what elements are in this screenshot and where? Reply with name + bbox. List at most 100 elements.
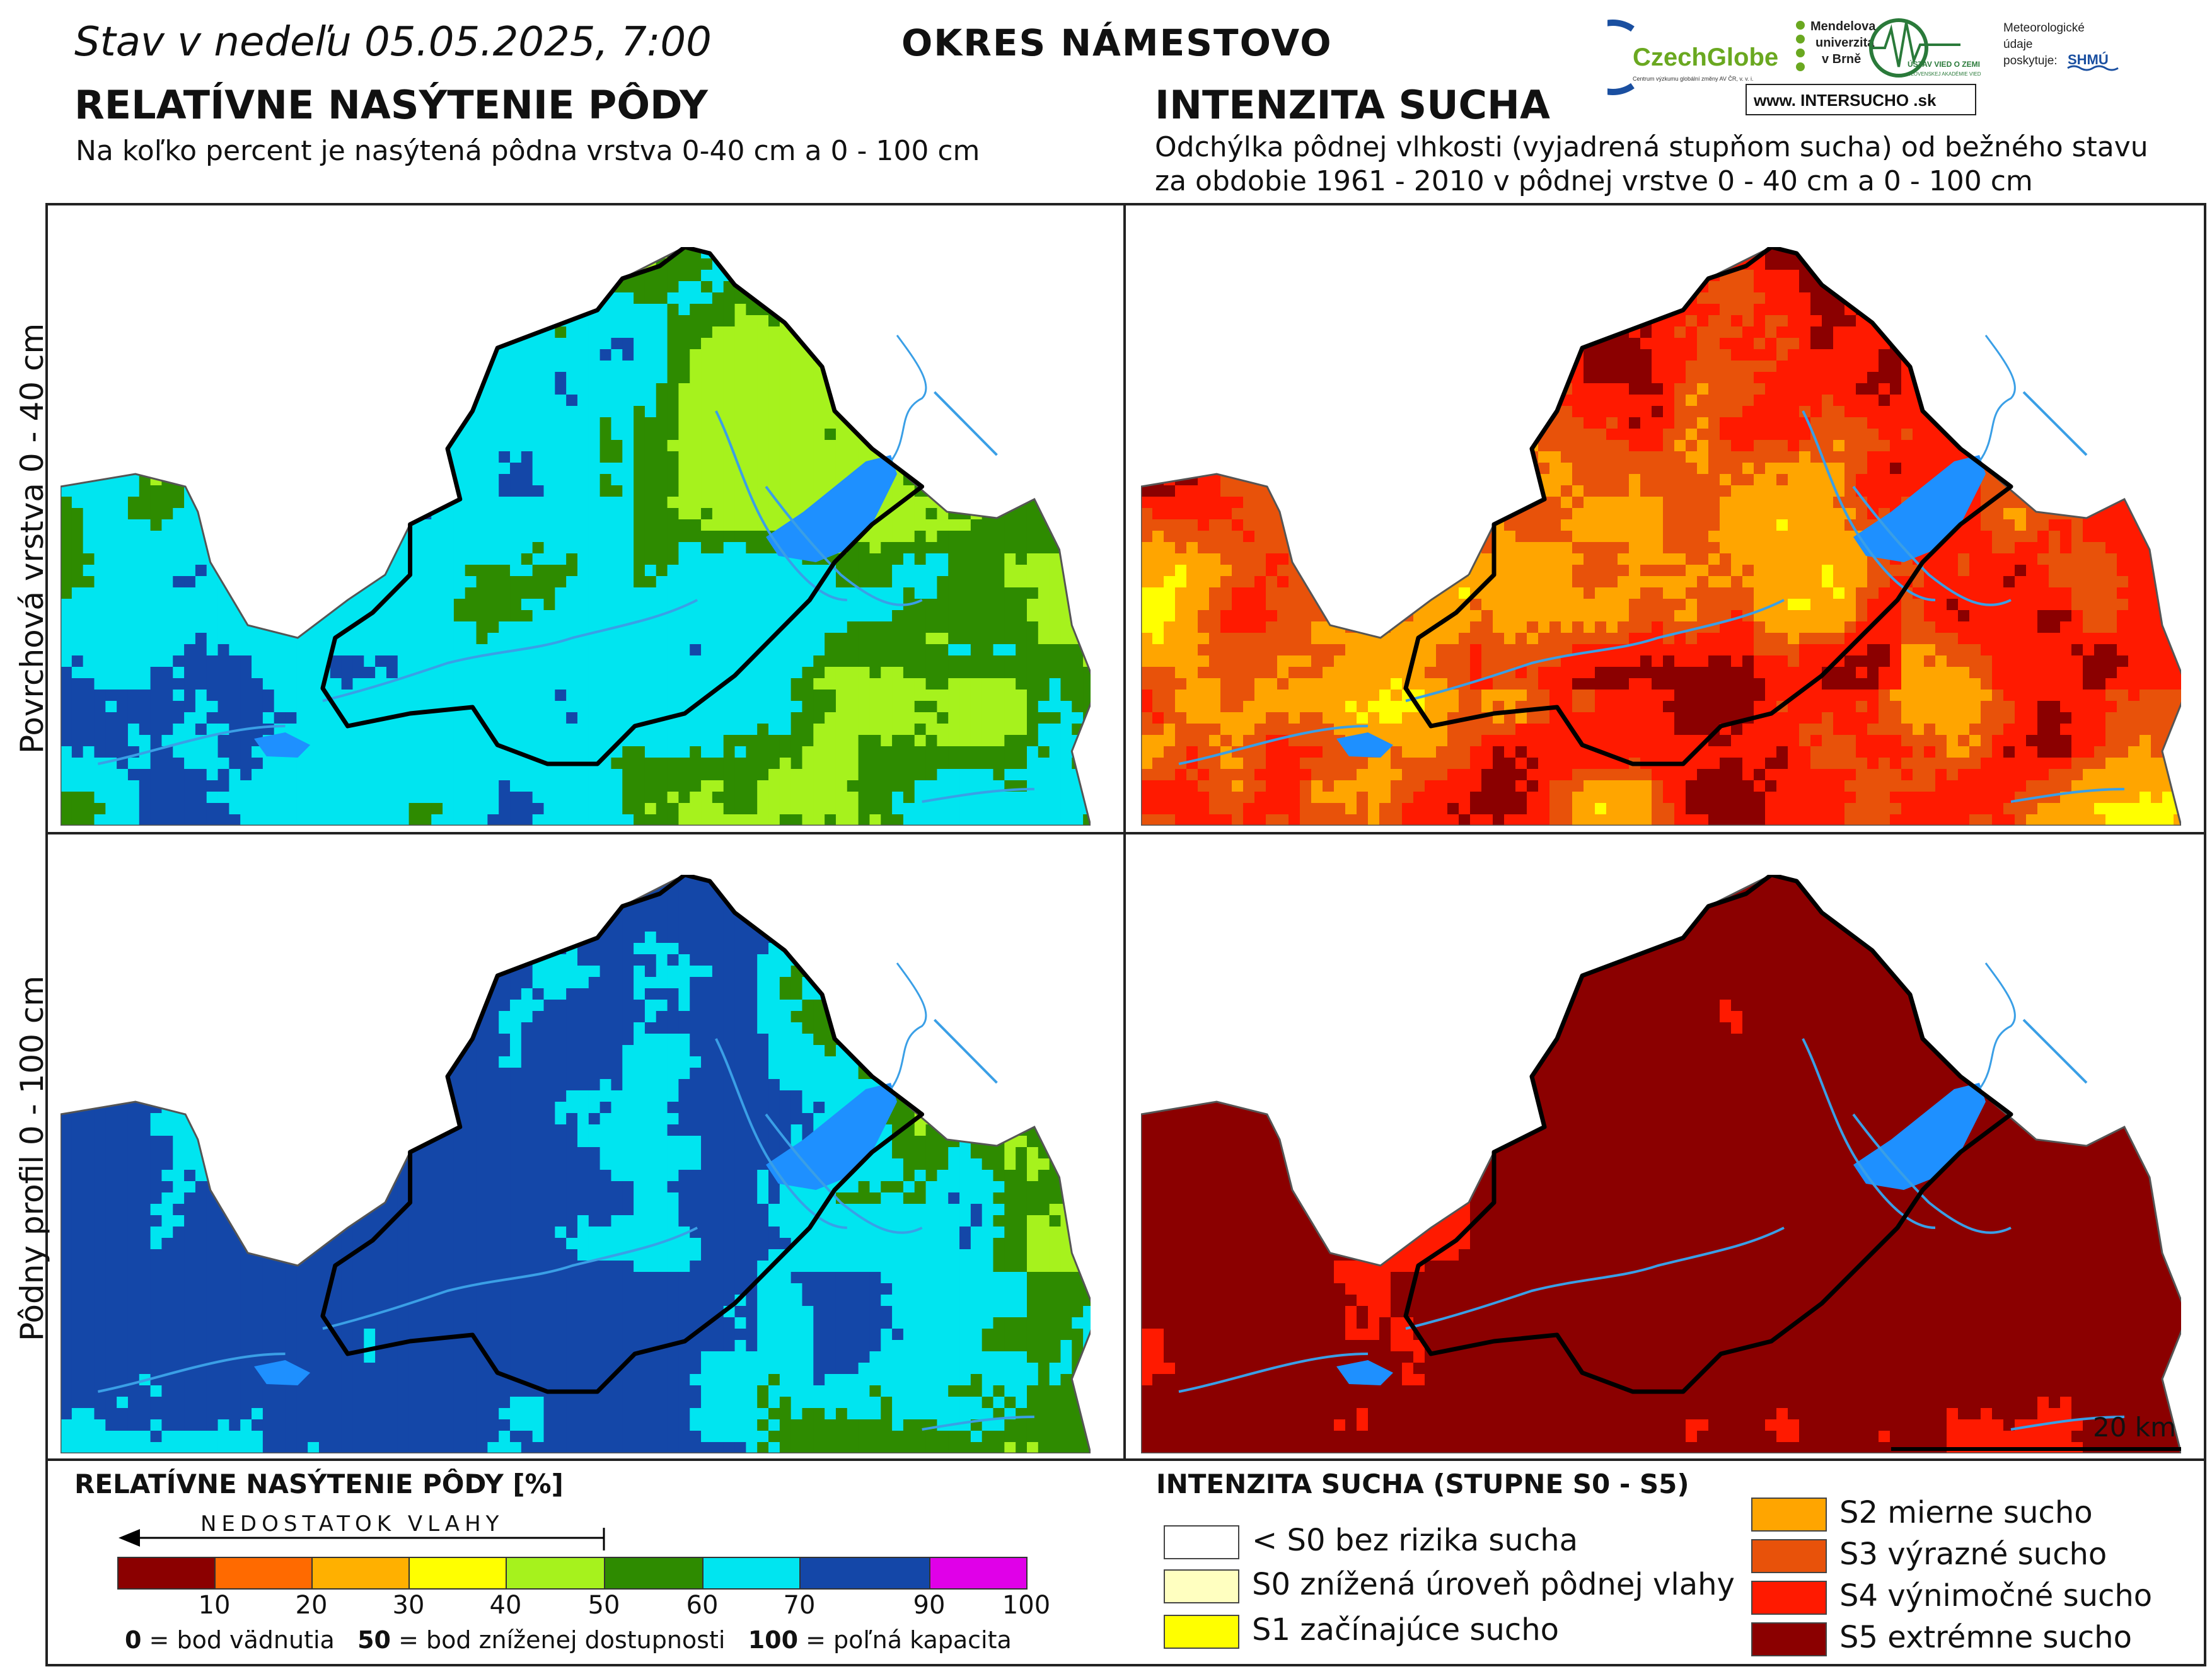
czechglobe-text: CzechGlobe: [1633, 43, 1778, 71]
meteo-provider-logo: Meteorologické údaje poskytuje: SHMÚ: [2003, 21, 2119, 71]
drought-class-swatch: [1164, 1569, 1239, 1603]
map-svg: [1141, 875, 2181, 1453]
river: [2022, 391, 2088, 456]
river: [1802, 1038, 1936, 1229]
river: [1978, 962, 2016, 1090]
svg-text:ÚSTAV VIED O ZEMI: ÚSTAV VIED O ZEMI: [1908, 59, 1980, 69]
district-boundary: [1403, 247, 2013, 766]
drought-legend-title: INTENZITA SUCHA (STUPNE S0 - S5): [1156, 1469, 1689, 1499]
map-panel-frame: [45, 203, 2206, 1666]
drought-class-swatch: [1751, 1622, 1827, 1656]
ustav-vied-o-zemi-logo: ÚSTAV VIED O ZEMI SLOVENSKEJ AKADÉMIE VI…: [1869, 18, 1981, 78]
colorbar-segment: [506, 1557, 605, 1590]
river: [1405, 1227, 1785, 1330]
svg-text:poskytuje:: poskytuje:: [2003, 54, 2058, 67]
river: [98, 725, 286, 765]
deficit-arrow-label: NEDOSTATOK VLAHY: [200, 1511, 504, 1537]
small-reservoir: [1336, 1360, 1393, 1385]
river: [715, 1038, 847, 1229]
colorbar-tick-label: 20: [295, 1591, 328, 1620]
colorbar-segment: [799, 1557, 930, 1590]
river: [1852, 1113, 2012, 1234]
river: [934, 391, 998, 456]
small-reservoir: [1336, 732, 1393, 758]
saturation-section-subtitle: Na koľko percent je nasýtená pôdna vrstv…: [76, 135, 980, 167]
colorbar-tick-label: 70: [783, 1591, 816, 1620]
deficit-arrow: [119, 1528, 605, 1550]
saturation-footnote: 0 = bod vädnutia 50 = bod zníženej dostu…: [125, 1626, 1012, 1654]
reservoir: [766, 455, 898, 562]
raster-cells: [1141, 875, 2181, 1453]
river: [922, 788, 1034, 803]
district-boundary: [320, 247, 925, 766]
state-border: [61, 875, 1091, 1453]
saturation-section-title: RELATÍVNE NASÝTENIE PÔDY: [74, 82, 708, 128]
row-label-topsoil: Povrchová vrstva 0 - 40 cm: [14, 323, 50, 754]
state-border: [1141, 875, 2181, 1453]
scale-bar-label: 20 km: [2093, 1412, 2177, 1443]
reservoir: [766, 1083, 898, 1190]
river: [1802, 410, 1936, 601]
drought-section-subtitle-2: za obdobie 1961 - 2010 v pôdnej vrstve 0…: [1155, 165, 2033, 197]
small-reservoir: [253, 1360, 311, 1385]
svg-text:SLOVENSKEJ AKADÉMIE VIED: SLOVENSKEJ AKADÉMIE VIED: [1908, 71, 1981, 77]
drought-class-swatch: [1751, 1581, 1827, 1615]
river: [322, 599, 698, 702]
drought-section-title: INTENZITA SUCHA: [1155, 82, 1550, 128]
colorbar-segment: [702, 1557, 801, 1590]
raster-cells: [61, 875, 1091, 1453]
district-boundary: [320, 875, 925, 1394]
river: [322, 1227, 698, 1330]
river: [934, 1019, 998, 1084]
colorbar-tick-label: 50: [588, 1591, 620, 1620]
colorbar-segment: [929, 1557, 1028, 1590]
partner-logos: CzechGlobe Centrum výzkumu globální změn…: [1575, 10, 2200, 117]
panel-divider-vertical: [1123, 203, 1126, 1458]
river: [1405, 599, 1785, 702]
drought-class-swatch: [1751, 1498, 1827, 1532]
map-svg: [61, 875, 1091, 1453]
river: [765, 1113, 923, 1234]
drought-class-label: S5 extrémne sucho: [1839, 1620, 2132, 1655]
drought-class-swatch: [1164, 1525, 1239, 1559]
svg-text:www. INTERSUCHO .sk: www. INTERSUCHO .sk: [1753, 91, 1937, 110]
drought-class-label: S4 výnimočné sucho: [1839, 1578, 2153, 1613]
river: [2022, 1019, 2088, 1084]
colorbar-segment: [408, 1557, 507, 1590]
drought-class-label: S3 výrazné sucho: [1839, 1537, 2107, 1572]
drought-class-label: S1 začínajúce sucho: [1252, 1612, 1559, 1648]
river: [889, 335, 927, 462]
colorbar-segment: [604, 1557, 704, 1590]
district-boundary: [1403, 875, 2013, 1394]
colorbar-tick-label: 90: [913, 1591, 946, 1620]
shmu-logo-text: SHMÚ: [2068, 52, 2109, 67]
raster-cells: [1141, 247, 2181, 826]
district-title: OKRES NÁMESTOVO: [901, 21, 1333, 64]
czechglobe-subtext: Centrum výzkumu globální změny AV ČR, v.…: [1633, 76, 1754, 82]
river: [2010, 788, 2125, 803]
drought-class-swatch: [1164, 1615, 1239, 1649]
map-svg: [1141, 247, 2181, 826]
svg-text:údaje: údaje: [2003, 38, 2033, 51]
saturation-legend-title: RELATÍVNE NASÝTENIE PÔDY [%]: [74, 1469, 564, 1499]
colorbar-tick-label: 40: [489, 1591, 522, 1620]
river: [922, 1416, 1034, 1431]
colorbar-tick-label: 100: [1002, 1591, 1051, 1620]
row-label-profile: Pôdny profil 0 - 100 cm: [14, 975, 50, 1341]
svg-text:Mendelova: Mendelova: [1810, 20, 1876, 33]
state-border: [1141, 247, 2181, 826]
river: [1852, 485, 2012, 606]
raster-cells: [61, 247, 1091, 826]
date-label: Stav v nedeľu 05.05.2025, 7:00: [74, 19, 712, 66]
reservoir: [1853, 1083, 1986, 1190]
map-svg: [61, 247, 1091, 826]
drought-class-label: < S0 bez rizika sucha: [1252, 1523, 1578, 1558]
river: [765, 485, 923, 606]
drought-class-swatch: [1751, 1539, 1827, 1573]
scale-bar: [1891, 1447, 2181, 1451]
drought-class-label: S2 mierne sucho: [1839, 1495, 2093, 1530]
reservoir: [1853, 455, 1986, 562]
drought-class-label: S0 znížená úroveň pôdnej vlahy: [1252, 1567, 1735, 1602]
map-drought-profile: [1141, 875, 2181, 1453]
drought-section-subtitle-1: Odchýlka pôdnej vlhkosti (vyjadrená stup…: [1155, 131, 2148, 163]
